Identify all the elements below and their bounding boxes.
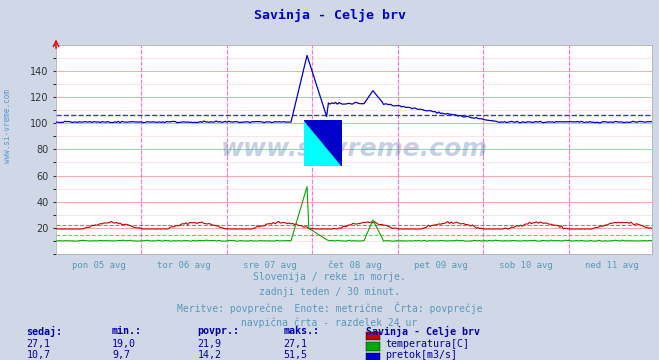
Text: 21,9: 21,9	[198, 339, 221, 350]
Text: pon 05 avg: pon 05 avg	[72, 261, 126, 270]
Polygon shape	[304, 120, 342, 166]
Text: 10,7: 10,7	[26, 350, 50, 360]
Text: zadnji teden / 30 minut.: zadnji teden / 30 minut.	[259, 287, 400, 297]
Text: 14,2: 14,2	[198, 350, 221, 360]
Text: min.:: min.:	[112, 326, 142, 336]
Text: 19,0: 19,0	[112, 339, 136, 350]
Text: Meritve: povprečne  Enote: metrične  Črta: povprečje: Meritve: povprečne Enote: metrične Črta:…	[177, 302, 482, 314]
Polygon shape	[304, 120, 342, 166]
Text: tor 06 avg: tor 06 avg	[158, 261, 211, 270]
Text: 51,5: 51,5	[283, 350, 307, 360]
Text: www.si-vreme.com: www.si-vreme.com	[221, 138, 488, 161]
Text: temperatura[C]: temperatura[C]	[386, 339, 469, 350]
Text: sob 10 avg: sob 10 avg	[499, 261, 553, 270]
Text: povpr.:: povpr.:	[198, 326, 240, 336]
Text: maks.:: maks.:	[283, 326, 320, 336]
Text: pet 09 avg: pet 09 avg	[414, 261, 467, 270]
Text: sre 07 avg: sre 07 avg	[243, 261, 297, 270]
Text: navpična črta - razdelek 24 ur: navpična črta - razdelek 24 ur	[241, 317, 418, 328]
Text: Slovenija / reke in morje.: Slovenija / reke in morje.	[253, 272, 406, 282]
Text: www.si-vreme.com: www.si-vreme.com	[3, 89, 13, 163]
Text: ned 11 avg: ned 11 avg	[585, 261, 639, 270]
Text: 27,1: 27,1	[283, 339, 307, 350]
Text: sedaj:: sedaj:	[26, 326, 63, 337]
Text: Savinja - Celje brv: Savinja - Celje brv	[254, 9, 405, 22]
Text: pretok[m3/s]: pretok[m3/s]	[386, 350, 457, 360]
Text: čet 08 avg: čet 08 avg	[328, 261, 382, 270]
Text: Savinja - Celje brv: Savinja - Celje brv	[366, 326, 480, 337]
Text: 27,1: 27,1	[26, 339, 50, 350]
Text: 9,7: 9,7	[112, 350, 130, 360]
